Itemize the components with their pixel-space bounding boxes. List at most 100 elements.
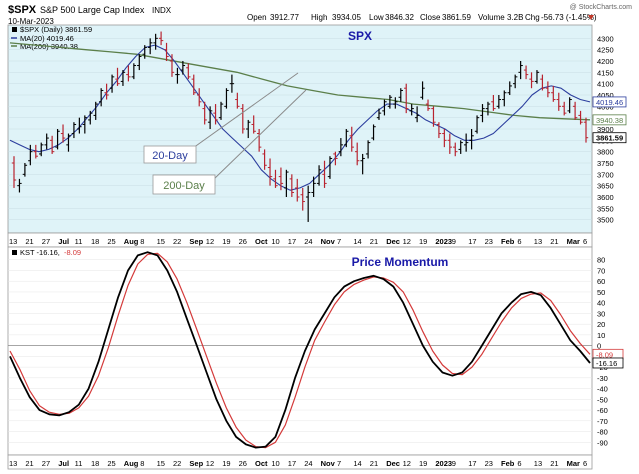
- x-tick-label: 8: [140, 237, 144, 246]
- ma200-callout-line: [212, 89, 307, 181]
- x-tick-label: 17: [288, 459, 296, 468]
- price-y-tick-label: 4150: [597, 68, 614, 77]
- price-y-axis: 3500355036003650370037503800385039003950…: [597, 34, 614, 224]
- x-tick-label: Mar: [567, 237, 580, 246]
- price-y-tick-label: 3900: [597, 125, 614, 134]
- x-axis-top: 13 21 27 Jul 11 18 25 Aug 8 15 22 Sep 12 19 26 Oct 10 17 2…: [9, 237, 587, 246]
- price-y-tick-label: 4100: [597, 80, 614, 89]
- kst-y-tick-label: 20: [597, 320, 605, 329]
- x-tick-label: 9: [452, 459, 456, 468]
- kst-lines: [9, 251, 591, 449]
- kst-y-tick-label: -60: [597, 406, 608, 415]
- x-tick-label: 19: [419, 237, 427, 246]
- x-tick-label: Dec: [386, 237, 400, 246]
- kst-panel: [7, 246, 593, 456]
- x-tick-label: 19: [419, 459, 427, 468]
- ticker-symbol: $SPX: [8, 4, 37, 16]
- kst-y-tick-label: -30: [597, 374, 608, 383]
- price-value-label-box: [592, 132, 627, 144]
- x-tick-label: 6: [517, 459, 521, 468]
- price-gridlines: [8, 38, 592, 220]
- legend-main: $SPX (Daily) 3861.59: [20, 25, 92, 34]
- kst-legend-signal: -8.09: [64, 248, 81, 257]
- price-y-tick-label: 3600: [597, 193, 614, 202]
- price-y-tick-label: 3750: [597, 159, 614, 168]
- x-tick-label: 21: [370, 237, 378, 246]
- ma20-callout-line: [192, 72, 299, 149]
- x-tick-label: 25: [107, 237, 115, 246]
- low-label: Low: [369, 13, 384, 22]
- ohlc-bars: [11, 31, 589, 222]
- x-tick-label: 21: [25, 459, 33, 468]
- exchange-label: INDX: [152, 6, 172, 15]
- x-tick-label: 10: [271, 237, 279, 246]
- kst-y-tick-label: 10: [597, 331, 605, 340]
- x-tick-label: Jul: [58, 237, 69, 246]
- x-tick-label: 27: [42, 237, 50, 246]
- x-tick-label: 12: [403, 237, 411, 246]
- x-tick-label: 10: [271, 459, 279, 468]
- high-label: High: [311, 13, 327, 22]
- kst-y-tick-label: 60: [597, 277, 605, 286]
- x-tick-label: 6: [583, 459, 587, 468]
- x-tick-label: 14: [353, 237, 361, 246]
- x-tick-label: Dec: [386, 459, 400, 468]
- price-value-label: 3861.59: [596, 134, 623, 143]
- x-tick-label: Aug: [124, 237, 139, 246]
- x-tick-label: 21: [25, 237, 33, 246]
- kst-value-labels: -8.09-16.16: [592, 348, 624, 369]
- price-y-tick-label: 3650: [597, 182, 614, 191]
- price-y-tick-label: 3700: [597, 170, 614, 179]
- x-tick-label: Oct: [255, 459, 268, 468]
- price-value-label-box: [592, 114, 627, 126]
- kst-y-tick-label: 30: [597, 309, 605, 318]
- x-tick-label: 12: [403, 459, 411, 468]
- price-y-tick-label: 4050: [597, 91, 614, 100]
- price-value-label: 4019.46: [596, 98, 623, 107]
- x-tick-label: 26: [239, 237, 247, 246]
- x-tick-label: Sep: [189, 237, 203, 246]
- x-tick-label: 19: [222, 459, 230, 468]
- x-tick-label: 9: [452, 237, 456, 246]
- kst-y-tick-label: -70: [597, 417, 608, 426]
- ma200-path: [9, 42, 591, 121]
- kst-value-label: -8.09: [596, 350, 613, 359]
- kst-signal-line: [9, 252, 591, 449]
- x-tick-label: 24: [304, 237, 312, 246]
- x-tick-label: Jul: [58, 459, 69, 468]
- x-tick-label: 22: [173, 459, 181, 468]
- x-tick-label: 15: [157, 459, 165, 468]
- down-arrow-icon: [588, 15, 594, 20]
- open-value: 3912.77: [270, 13, 299, 22]
- x-tick-label: 8: [140, 459, 144, 468]
- x-tick-label: 18: [91, 237, 99, 246]
- watermark: @ StockCharts.com: [570, 4, 633, 11]
- x-tick-label: 18: [91, 459, 99, 468]
- ma200-callout-box: [152, 174, 216, 195]
- kst-y-tick-label: -80: [597, 428, 608, 437]
- x-tick-label: Oct: [255, 237, 268, 246]
- x-tick-label: 26: [239, 459, 247, 468]
- x-tick-label: 6: [583, 237, 587, 246]
- price-legend-swatch: [12, 27, 17, 32]
- kst-y-tick-label: -50: [597, 395, 608, 404]
- x-tick-label: 13: [534, 459, 542, 468]
- kst-y-tick-label: -90: [597, 438, 608, 447]
- kst-legend-swatch: [12, 250, 17, 255]
- x-tick-label: 21: [550, 237, 558, 246]
- price-value-label-box: [592, 96, 627, 108]
- price-value-labels: 4019.46 3940.38 3861.59: [592, 96, 627, 144]
- x-axis-bottom: 13 21 27 Jul 11 18 25 Aug 8 15 22 Sep 12 19 26 Oct 10 17 2…: [9, 459, 587, 468]
- price-y-tick-label: 4250: [597, 46, 614, 55]
- x-tick-label: 13: [534, 237, 542, 246]
- price-y-tick-label: 4200: [597, 57, 614, 66]
- x-tick-label: 19: [222, 237, 230, 246]
- legend-ma20: MA(20) 4019.46: [20, 34, 74, 43]
- x-tick-label: Feb: [501, 237, 515, 246]
- volume-label: Volume: [478, 13, 505, 22]
- x-tick-label: 11: [75, 237, 83, 246]
- x-tick-label: 6: [517, 237, 521, 246]
- kst-y-tick-label: 50: [597, 288, 605, 297]
